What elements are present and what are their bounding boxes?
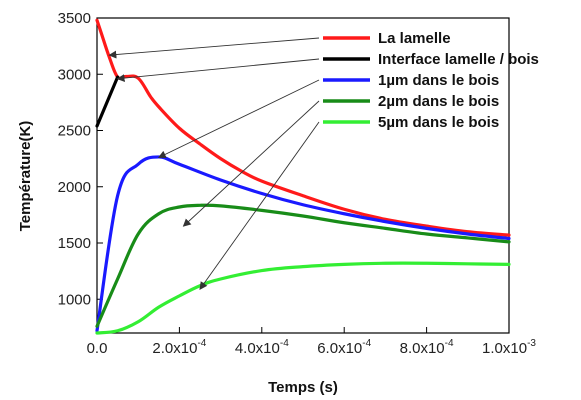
series-line-3 — [95, 155, 511, 333]
legend-label: La lamelle — [378, 30, 451, 47]
annotation-arrow — [182, 100, 320, 227]
y-tick-label: 2000 — [58, 179, 91, 196]
x-tick-exponent: -4 — [197, 338, 206, 349]
x-axis-title: Temps (s) — [268, 379, 338, 396]
x-tick-label: 8.0x10-4 — [400, 338, 454, 357]
legend-label: Interface lamelle / bois — [378, 51, 539, 68]
x-tick-label: 4.0x10-4 — [235, 338, 289, 357]
x-tick-mantissa: 0.0 — [87, 340, 108, 357]
y-axis-ticks: 1000 1500 2000 2500 3000 3500 — [58, 10, 103, 308]
series-line-4 — [95, 203, 511, 328]
y-tick-label: 1500 — [58, 235, 91, 252]
x-tick-label: 2.0x10-4 — [152, 338, 206, 357]
x-axis-ticks: 0.0 2.0x10-4 4.0x10-4 6.0x10-4 8.0x10-4 1.0x1… — [87, 327, 536, 357]
x-tick-exponent: -3 — [527, 338, 536, 349]
annotation-arrow — [157, 79, 320, 159]
annotation-arrows — [108, 37, 320, 290]
legend-label: 2µm dans le bois — [378, 93, 499, 110]
y-tick-label: 3500 — [58, 10, 91, 27]
y-tick-label: 2500 — [58, 123, 91, 140]
x-tick-mantissa: 1.0x10 — [482, 340, 527, 357]
annotation-arrow — [108, 37, 320, 59]
legend-label: 1µm dans le bois — [378, 72, 499, 89]
x-tick-exponent: -4 — [362, 338, 371, 349]
annotation-arrow — [116, 58, 320, 83]
x-tick-exponent: -4 — [445, 338, 454, 349]
series-line-5 — [95, 261, 511, 335]
x-tick-label: 6.0x10-4 — [317, 338, 371, 357]
x-tick-label: 1.0x10-3 — [482, 338, 536, 357]
series-line-2 — [95, 75, 120, 128]
y-axis-title: Température(K) — [17, 121, 34, 232]
x-tick-mantissa: 6.0x10 — [317, 340, 362, 357]
x-tick-mantissa: 4.0x10 — [235, 340, 280, 357]
legend-label: 5µm dans le bois — [378, 114, 499, 131]
x-tick-exponent: -4 — [280, 338, 289, 349]
legend: La lamelle Interface lamelle / bois 1µm da… — [323, 30, 539, 131]
x-tick-mantissa: 8.0x10 — [400, 340, 445, 357]
x-tick-label: 0.0 — [87, 340, 108, 357]
y-tick-label: 1000 — [58, 291, 91, 308]
x-tick-mantissa: 2.0x10 — [152, 340, 197, 357]
annotation-arrow — [199, 121, 320, 290]
y-tick-label: 3000 — [58, 66, 91, 83]
plot-frame — [96, 17, 510, 334]
